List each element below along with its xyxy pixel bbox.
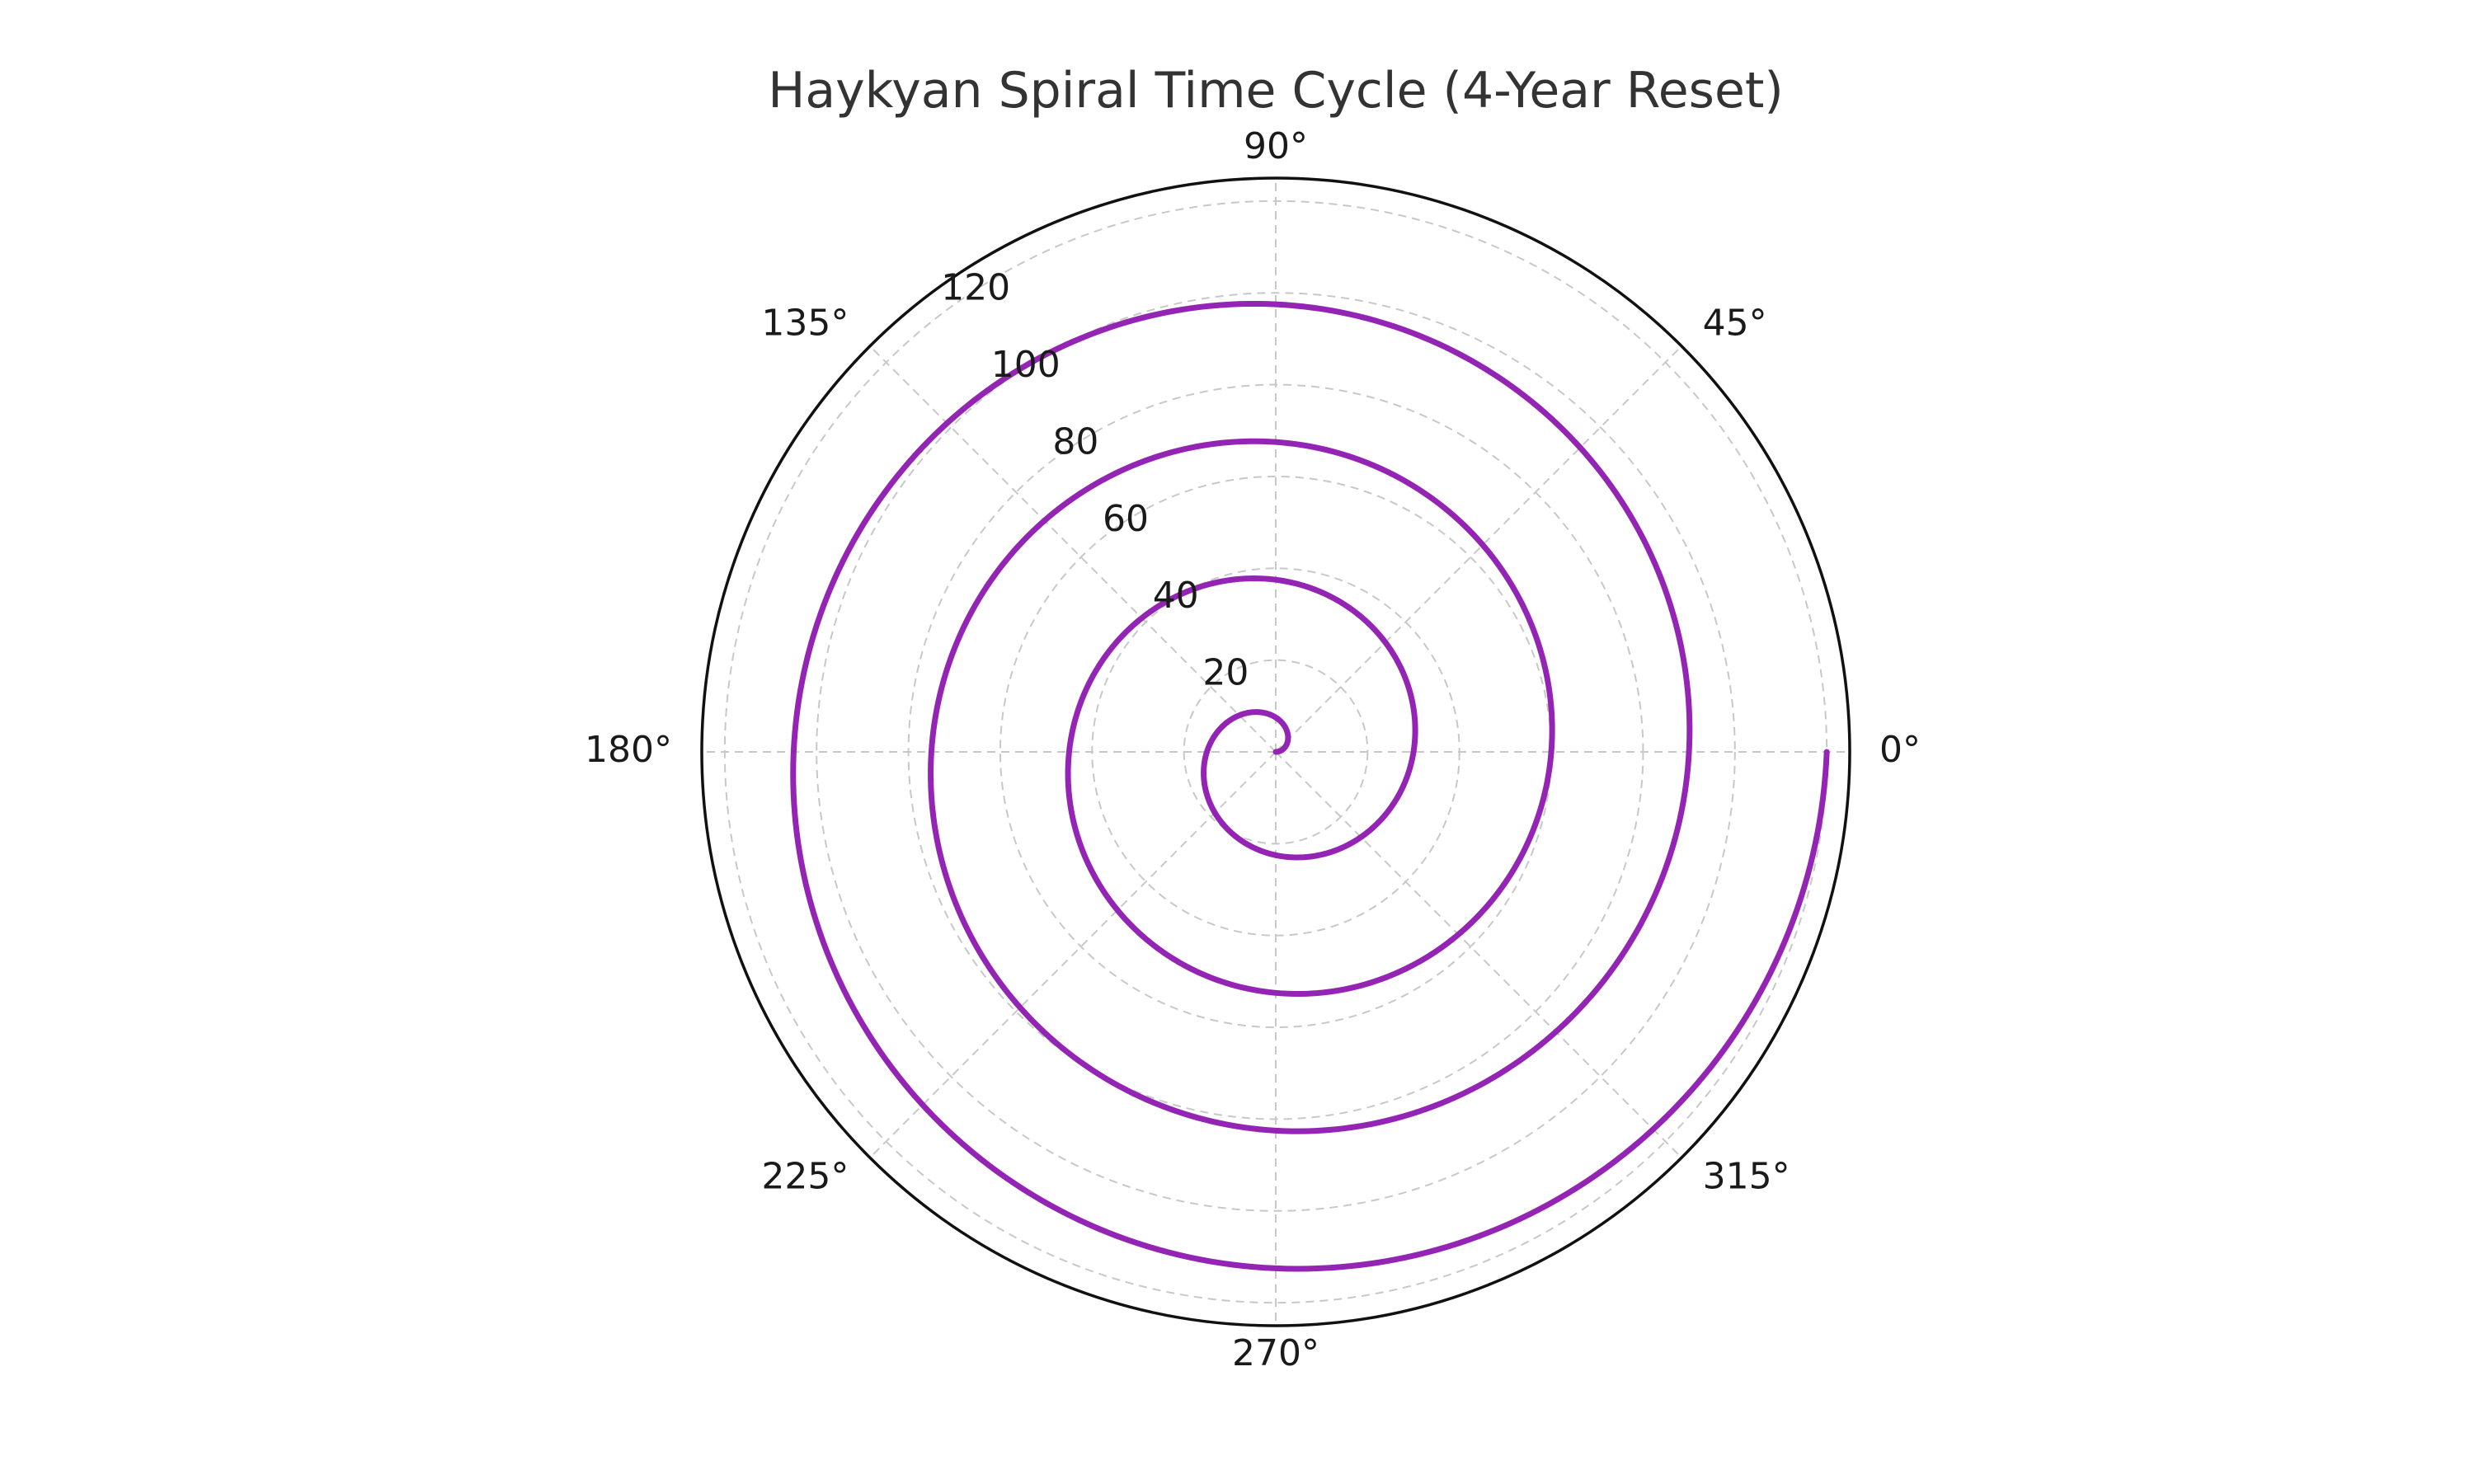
radius-tick-label-20: 20 [1202, 652, 1249, 694]
chart-title: Haykyan Spiral Time Cycle (4-Year Reset) [768, 62, 1784, 120]
series-layer [790, 300, 1830, 1272]
angular-gridline-225 [869, 751, 1277, 1158]
radius-tick-label-100: 100 [991, 344, 1061, 386]
angle-tick-label-90: 90° [1244, 125, 1308, 167]
radius-tick-label-80: 80 [1052, 420, 1098, 463]
angle-tick-label-0: 0° [1879, 729, 1921, 771]
angle-tick-label-315: 315° [1703, 1156, 1790, 1198]
angle-tick-label-45: 45° [1703, 302, 1767, 344]
angle-tick-label-180: 180° [585, 729, 672, 771]
radius-tick-label-60: 60 [1103, 498, 1149, 540]
angle-tick-labels: 0° 45° 90° 135° 180° 225° 270° 315° [585, 125, 1921, 1374]
angular-gridline-135 [869, 345, 1277, 753]
radius-tick-label-40: 40 [1153, 575, 1199, 617]
polar-frame [700, 176, 1851, 1327]
angular-gridline-45 [1275, 345, 1682, 753]
angle-tick-label-135: 135° [761, 302, 849, 344]
angular-gridlines [702, 178, 1850, 1326]
angular-gridline-315 [1275, 751, 1682, 1158]
angle-tick-label-225: 225° [761, 1156, 849, 1198]
radial-gridline-100 [816, 292, 1736, 1212]
radius-tick-label-120: 120 [941, 267, 1010, 309]
angle-tick-label-270: 270° [1232, 1332, 1319, 1374]
spiral-line-0 [790, 300, 1830, 1272]
